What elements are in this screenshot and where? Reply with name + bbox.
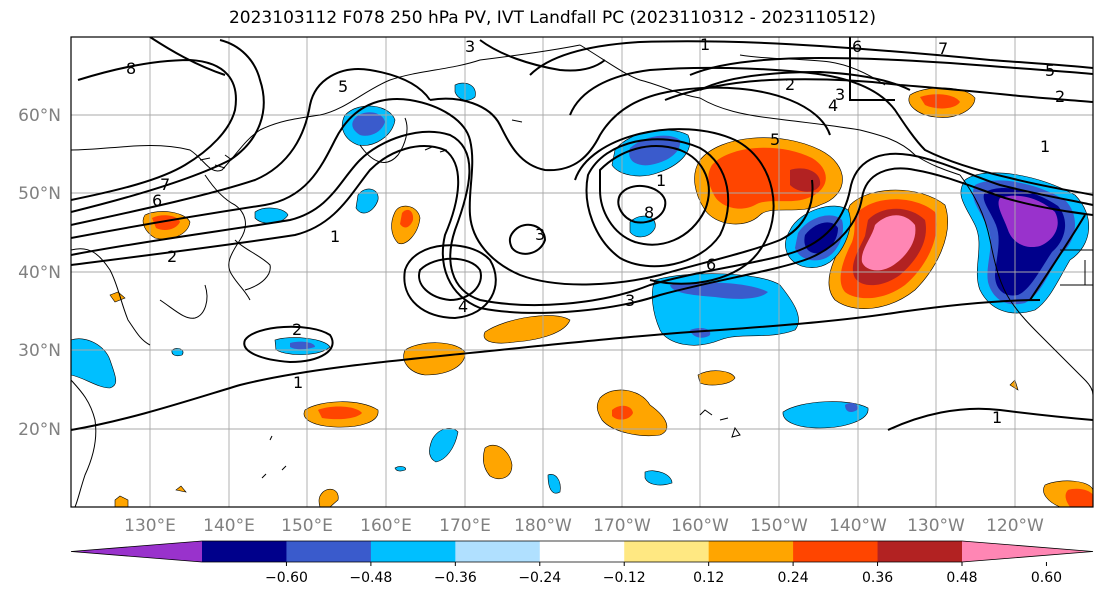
contour-label: 8 <box>644 203 654 222</box>
lon-label: 140°E <box>203 516 255 536</box>
lon-label: 180°W <box>514 516 572 536</box>
lon-label: 160°E <box>360 516 412 536</box>
contour-label: 3 <box>535 225 545 244</box>
colorbar-tick-label: −0.24 <box>518 570 561 586</box>
contour-label: 1 <box>656 171 666 190</box>
colorbar-extend-min <box>71 541 202 562</box>
lon-label: 130°W <box>907 516 965 536</box>
colorbar-tick-label: −0.12 <box>603 570 646 586</box>
lon-label: 160°W <box>671 516 729 536</box>
colorbar-tick-label: 0.36 <box>862 570 893 586</box>
lat-label: 40°N <box>18 263 61 283</box>
colorbar-segment <box>793 541 879 562</box>
colorbar-segment <box>370 541 456 562</box>
contour-label: 3 <box>625 291 635 310</box>
contour-label: 1 <box>330 227 340 246</box>
colorbar-tick-label: −0.60 <box>265 570 308 586</box>
lon-label: 120°W <box>986 516 1044 536</box>
longitude-labels: 130°E 140°E 150°E 160°E 170°E 180°W 170°… <box>124 516 1044 536</box>
lon-label: 150°W <box>750 516 808 536</box>
contour-label: 4 <box>458 297 468 316</box>
contour-label: 2 <box>292 320 302 339</box>
coastlines <box>71 44 1093 507</box>
contour-label: 1 <box>293 373 303 392</box>
colorbar-extend-max <box>962 541 1093 562</box>
contour-label: 4 <box>828 96 838 115</box>
contour-label: 5 <box>1045 61 1055 80</box>
contour-label: 2 <box>1055 87 1065 106</box>
contour-lines <box>71 37 1093 431</box>
map-title: 2023103112 F078 250 hPa PV, IVT Landfall… <box>228 8 876 28</box>
lat-label: 20°N <box>18 420 61 440</box>
contour-label: 3 <box>835 85 845 104</box>
lat-label: 30°N <box>18 341 61 361</box>
latitude-labels: 60°N 50°N 40°N 30°N 20°N <box>18 106 61 440</box>
contour-label: 2 <box>167 247 177 266</box>
colorbar-segment <box>539 541 625 562</box>
contour-label: 3 <box>465 37 475 56</box>
contour-label: 1 <box>700 35 710 54</box>
colorbar: −0.60 −0.48 −0.36 −0.24 −0.12 0.12 0.24 0.36 0.4… <box>70 540 1094 586</box>
lon-label: 140°W <box>829 516 887 536</box>
colorbar-tick-label: 0.12 <box>693 570 724 586</box>
contour-label: 7 <box>160 175 170 194</box>
colorbar-tick-label: −0.36 <box>434 570 477 586</box>
map-plot-area: 8 5 3 1 2 4 3 5 6 7 5 2 1 7 6 2 1 3 4 3 … <box>71 35 1093 507</box>
contour-label: 6 <box>852 37 862 56</box>
lon-label: 170°E <box>439 516 491 536</box>
lon-label: 130°E <box>124 516 176 536</box>
colorbar-segment <box>877 541 963 562</box>
colorbar-segment <box>624 541 710 562</box>
map-gridlines <box>71 37 1093 507</box>
colorbar-segment <box>455 541 541 562</box>
contour-label: 6 <box>152 191 162 210</box>
colorbar-tick-label: −0.48 <box>349 570 392 586</box>
contour-label-group: 8 5 3 1 2 4 3 5 6 7 5 2 1 7 6 2 1 3 4 3 … <box>126 35 1065 427</box>
colorbar-tick-label: 0.48 <box>946 570 977 586</box>
colorbar-tick-label: 0.60 <box>1031 570 1062 586</box>
lon-label: 170°W <box>593 516 651 536</box>
contour-label: 5 <box>338 77 348 96</box>
colorbar-segment <box>202 541 287 562</box>
contour-label: 7 <box>938 39 948 58</box>
colorbar-outline <box>70 540 1094 563</box>
colorbar-tick-label: 0.24 <box>778 570 809 586</box>
lat-label: 50°N <box>18 184 61 204</box>
contour-label: 2 <box>785 75 795 94</box>
map-frame <box>70 36 1094 508</box>
lon-label: 150°E <box>281 516 333 536</box>
contour-label: 5 <box>770 130 780 149</box>
contour-label: 6 <box>706 255 716 274</box>
contour-label: 1 <box>992 408 1002 427</box>
contour-label: 8 <box>126 59 136 78</box>
contour-label: 1 <box>1040 137 1050 156</box>
colorbar-segment <box>286 541 372 562</box>
lat-label: 60°N <box>18 106 61 126</box>
colorbar-segment <box>708 541 794 562</box>
